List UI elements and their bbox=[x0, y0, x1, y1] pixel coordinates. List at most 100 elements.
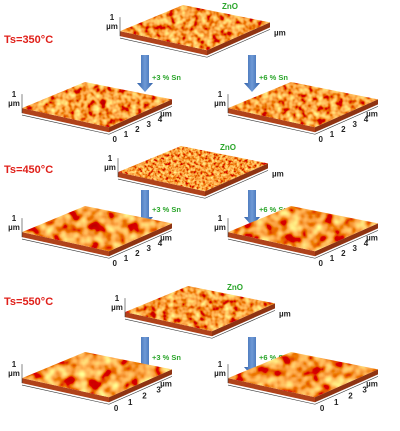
afm-surface bbox=[228, 206, 378, 252]
panel-side bbox=[315, 223, 378, 257]
axis-unit: µm bbox=[366, 110, 378, 119]
z-label: 1 bbox=[218, 360, 223, 369]
axis-unit: µm bbox=[366, 380, 378, 389]
z-label: 1 bbox=[12, 214, 17, 223]
panel-side bbox=[315, 369, 378, 403]
panel-side bbox=[212, 303, 275, 337]
z-label: 1 bbox=[108, 154, 113, 163]
z-unit: µm bbox=[106, 22, 118, 31]
tick-label: 1 bbox=[330, 130, 335, 139]
tick-label: 3 bbox=[156, 385, 161, 394]
temperature-label: Ts=450°C bbox=[4, 164, 53, 176]
tick-label: 2 bbox=[142, 392, 147, 401]
tick-label: 0 bbox=[114, 404, 119, 413]
sample-label: ZnO bbox=[222, 2, 238, 11]
axis-line bbox=[227, 384, 316, 405]
afm-surface bbox=[22, 206, 172, 252]
afm-surface bbox=[228, 82, 378, 128]
doping-label: +6 % Sn bbox=[259, 353, 288, 362]
axis-unit: µm bbox=[279, 310, 291, 319]
sample-label: ZnO bbox=[220, 143, 236, 152]
afm-surface bbox=[120, 5, 270, 51]
tick-label: 0 bbox=[112, 135, 117, 144]
tick-label: 3 bbox=[362, 385, 367, 394]
z-label: 1 bbox=[110, 13, 115, 22]
panel-side bbox=[205, 163, 268, 197]
axis-line bbox=[124, 318, 213, 339]
tick-label: 0 bbox=[112, 259, 117, 268]
axis-line bbox=[21, 114, 110, 135]
axis-line bbox=[314, 106, 379, 135]
panel-side bbox=[109, 99, 172, 133]
tick-label: 1 bbox=[330, 254, 335, 263]
temperature-label: Ts=350°C bbox=[4, 34, 53, 46]
doping-label: +3 % Sn bbox=[152, 353, 181, 362]
panel-side bbox=[228, 108, 315, 133]
tick-label: 4 bbox=[364, 239, 369, 248]
axis-line bbox=[117, 178, 206, 199]
tick-label: 3 bbox=[146, 244, 151, 253]
tick-label: 4 bbox=[158, 239, 163, 248]
z-unit: µm bbox=[111, 303, 123, 312]
doping-label: +3 % Sn bbox=[152, 73, 181, 82]
z-label: 1 bbox=[115, 294, 120, 303]
axis-line bbox=[314, 230, 379, 259]
z-unit: µm bbox=[8, 369, 20, 378]
tick-label: 0 bbox=[318, 259, 323, 268]
afm-surface bbox=[22, 82, 172, 128]
axis-line bbox=[206, 29, 271, 58]
panel-side bbox=[228, 232, 315, 257]
arrow bbox=[137, 190, 153, 226]
tick-label: 3 bbox=[352, 244, 357, 253]
z-unit: µm bbox=[214, 223, 226, 232]
panel-side bbox=[22, 378, 109, 403]
axis-line bbox=[211, 310, 276, 339]
z-unit: µm bbox=[214, 99, 226, 108]
afm-surface bbox=[118, 146, 268, 192]
tick-label: 3 bbox=[146, 120, 151, 129]
panel-side bbox=[118, 172, 205, 197]
tick-label: 2 bbox=[348, 392, 353, 401]
axis-line bbox=[204, 170, 269, 199]
axis-unit: µm bbox=[160, 110, 172, 119]
tick-label: 0 bbox=[318, 135, 323, 144]
z-label: 1 bbox=[218, 90, 223, 99]
axis-line bbox=[314, 376, 379, 405]
panel-side bbox=[207, 22, 270, 56]
tick-label: 2 bbox=[341, 125, 346, 134]
panel-side bbox=[228, 378, 315, 403]
panel-side bbox=[125, 312, 212, 337]
z-label: 1 bbox=[12, 360, 17, 369]
tick-label: 1 bbox=[124, 130, 129, 139]
tick-label: 2 bbox=[341, 249, 346, 258]
arrow bbox=[137, 55, 153, 92]
doping-label: +6 % Sn bbox=[259, 205, 288, 214]
tick-label: 4 bbox=[158, 115, 163, 124]
axis-unit: µm bbox=[366, 234, 378, 243]
z-label: 1 bbox=[12, 90, 17, 99]
axis-unit: µm bbox=[160, 234, 172, 243]
z-label: 1 bbox=[218, 214, 223, 223]
tick-label: 2 bbox=[135, 125, 140, 134]
axis-unit: µm bbox=[160, 380, 172, 389]
panel-side bbox=[22, 232, 109, 257]
axis-line bbox=[108, 106, 173, 135]
tick-label: 2 bbox=[135, 249, 140, 258]
sample-label: ZnO bbox=[227, 283, 243, 292]
z-unit: µm bbox=[104, 163, 116, 172]
axis-line bbox=[227, 114, 316, 135]
tick-label: 1 bbox=[334, 398, 339, 407]
tick-label: 4 bbox=[364, 115, 369, 124]
tick-label: 0 bbox=[320, 404, 325, 413]
axis-line bbox=[21, 238, 110, 259]
axis-line bbox=[108, 376, 173, 405]
axis-line bbox=[119, 37, 208, 58]
tick-label: 1 bbox=[124, 254, 129, 263]
panel-side bbox=[120, 31, 207, 56]
afm-surface bbox=[228, 352, 378, 398]
panel-side bbox=[109, 223, 172, 257]
axis-line bbox=[227, 238, 316, 259]
doping-label: +6 % Sn bbox=[259, 73, 288, 82]
tick-label: 1 bbox=[128, 398, 133, 407]
